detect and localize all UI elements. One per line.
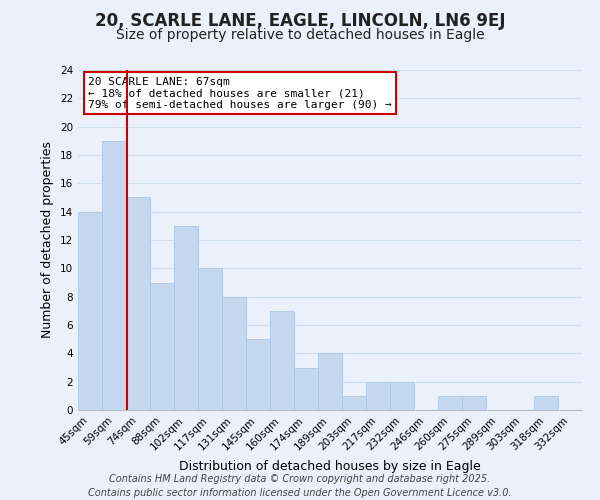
Bar	[294, 368, 318, 410]
Text: Size of property relative to detached houses in Eagle: Size of property relative to detached ho…	[116, 28, 484, 42]
Bar	[246, 339, 270, 410]
Bar	[534, 396, 558, 410]
Bar	[174, 226, 198, 410]
Bar	[366, 382, 390, 410]
Bar	[390, 382, 414, 410]
Text: 20, SCARLE LANE, EAGLE, LINCOLN, LN6 9EJ: 20, SCARLE LANE, EAGLE, LINCOLN, LN6 9EJ	[95, 12, 505, 30]
Bar	[222, 296, 246, 410]
Bar	[462, 396, 486, 410]
Bar	[342, 396, 366, 410]
Bar	[318, 354, 342, 410]
Bar	[270, 311, 294, 410]
Y-axis label: Number of detached properties: Number of detached properties	[41, 142, 55, 338]
X-axis label: Distribution of detached houses by size in Eagle: Distribution of detached houses by size …	[179, 460, 481, 473]
Text: Contains HM Land Registry data © Crown copyright and database right 2025.
Contai: Contains HM Land Registry data © Crown c…	[88, 474, 512, 498]
Bar	[126, 198, 150, 410]
Bar	[198, 268, 222, 410]
Text: 20 SCARLE LANE: 67sqm
← 18% of detached houses are smaller (21)
79% of semi-deta: 20 SCARLE LANE: 67sqm ← 18% of detached …	[88, 77, 392, 110]
Bar	[102, 141, 126, 410]
Bar	[438, 396, 462, 410]
Bar	[78, 212, 102, 410]
Bar	[150, 282, 174, 410]
